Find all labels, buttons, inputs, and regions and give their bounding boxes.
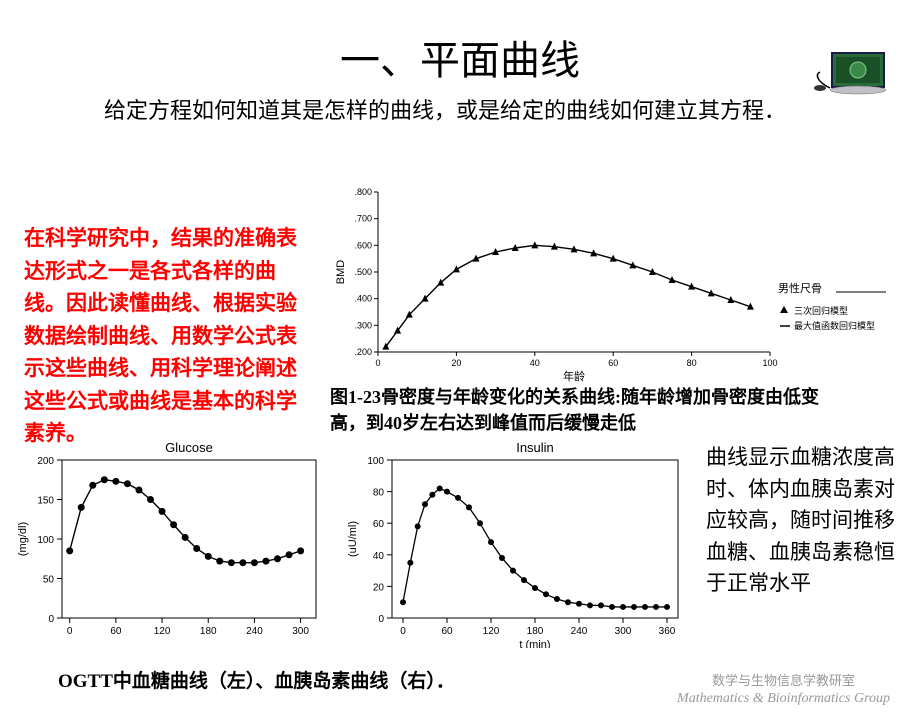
svg-text:0: 0 xyxy=(48,614,54,625)
svg-text:.700: .700 xyxy=(354,214,372,224)
computer-icon xyxy=(812,48,892,108)
svg-text:150: 150 xyxy=(37,496,54,507)
svg-text:(uU/ml): (uU/ml) xyxy=(347,521,359,557)
bmd-caption: 图1-23骨密度与年龄变化的关系曲线:随年龄增加骨密度由低变高，到40岁左右达到… xyxy=(330,384,830,436)
page-title: 一、平面曲线 xyxy=(0,28,920,86)
svg-text:0: 0 xyxy=(400,626,406,637)
svg-text:Glucose: Glucose xyxy=(165,440,213,455)
svg-text:.500: .500 xyxy=(354,267,372,277)
svg-text:男性尺骨: 男性尺骨 xyxy=(778,281,822,295)
svg-text:240: 240 xyxy=(246,626,263,637)
svg-text:200: 200 xyxy=(37,456,54,467)
svg-text:0: 0 xyxy=(67,626,73,637)
glucose-chart: Glucose 0 50 100 150 200 0 60 120 180 240 300 (mg/dl… xyxy=(10,438,328,653)
svg-text:0: 0 xyxy=(378,614,384,625)
red-description: 在科学研究中，结果的准确表达形式之一是各式各样的曲线。因此读懂曲线、根据实验数据… xyxy=(24,222,314,450)
svg-text:50: 50 xyxy=(43,575,55,586)
svg-text:.200: .200 xyxy=(354,347,372,357)
bottom-caption: OGTT中血糖曲线（左）、血胰岛素曲线（右）． xyxy=(58,666,455,693)
svg-text:60: 60 xyxy=(608,358,618,368)
svg-text:100: 100 xyxy=(762,358,777,368)
svg-text:0: 0 xyxy=(375,358,380,368)
svg-text:三次回归模型: 三次回归模型 xyxy=(794,305,848,316)
right-description: 曲线显示血糖浓度高时、体内血胰岛素对应较高，随时间推移血糖、血胰岛素稳恒于正常水… xyxy=(706,442,906,600)
footer-cn: 数学与生物信息学教研室 xyxy=(677,673,890,690)
svg-text:80: 80 xyxy=(373,488,385,499)
svg-text:年龄: 年龄 xyxy=(563,369,585,383)
svg-text:60: 60 xyxy=(110,626,122,637)
subtitle: 给定方程如何知道其是怎样的曲线，或是给定的曲线如何建立其方程． xyxy=(104,94,880,127)
svg-text:300: 300 xyxy=(615,626,632,637)
bmd-chart: .200 .300 .400 .500 .600 .700 .800 0 20 40 60 80 100… xyxy=(330,184,890,389)
insulin-chart: Insulin 0 20 40 60 80 100 0 60 120 180 240 300 360 (uU… xyxy=(340,438,690,653)
svg-text:180: 180 xyxy=(200,626,217,637)
svg-text:100: 100 xyxy=(37,535,54,546)
svg-text:.800: .800 xyxy=(354,187,372,197)
svg-text:40: 40 xyxy=(530,358,540,368)
svg-text:300: 300 xyxy=(292,626,309,637)
svg-text:t (min): t (min) xyxy=(519,639,550,648)
svg-text:.600: .600 xyxy=(354,240,372,250)
svg-text:100: 100 xyxy=(367,456,384,467)
svg-text:最大值函数回归模型: 最大值函数回归模型 xyxy=(794,320,875,331)
svg-text:BMD: BMD xyxy=(335,260,347,285)
svg-text:.300: .300 xyxy=(354,320,372,330)
svg-text:120: 120 xyxy=(483,626,500,637)
svg-text:(mg/dl): (mg/dl) xyxy=(17,522,29,556)
svg-text:20: 20 xyxy=(373,582,385,593)
svg-text:20: 20 xyxy=(451,358,461,368)
svg-text:60: 60 xyxy=(441,626,453,637)
footer-en: Mathematics & Bioinformatics Group xyxy=(677,690,890,708)
svg-text:120: 120 xyxy=(154,626,171,637)
svg-text:80: 80 xyxy=(687,358,697,368)
svg-text:60: 60 xyxy=(373,519,385,530)
svg-text:360: 360 xyxy=(659,626,676,637)
svg-text:.400: .400 xyxy=(354,294,372,304)
svg-text:Insulin: Insulin xyxy=(516,440,554,455)
footer: 数学与生物信息学教研室 Mathematics & Bioinformatics… xyxy=(677,673,890,708)
svg-text:40: 40 xyxy=(373,551,385,562)
svg-text:180: 180 xyxy=(527,626,544,637)
svg-text:240: 240 xyxy=(571,626,588,637)
